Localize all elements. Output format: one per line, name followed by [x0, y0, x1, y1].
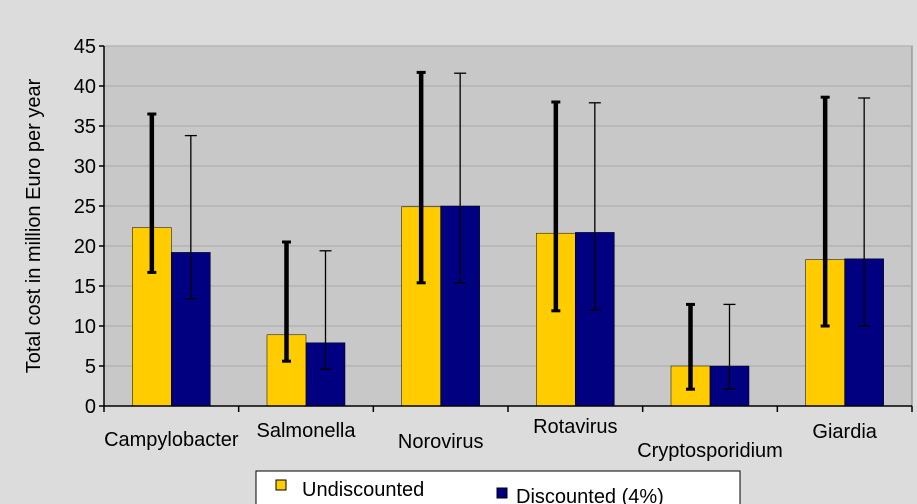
y-tick-label: 40	[74, 76, 96, 98]
error-bars	[147, 70, 871, 391]
x-category-label: Norovirus	[398, 431, 484, 453]
plot-area	[103, 45, 913, 407]
y-axis-label: Total cost in million Euro per year	[23, 78, 45, 373]
x-category-label: Giardia	[812, 421, 877, 443]
legend-label-undiscounted: Undiscounted	[302, 479, 424, 501]
y-tick-label: 45	[74, 36, 96, 58]
x-category-label: Campylobacter	[104, 429, 239, 451]
legend: Undiscounted Discounted (4%)	[255, 470, 741, 504]
y-tick-label: 25	[74, 196, 96, 218]
y-tick-label: 30	[74, 156, 96, 178]
y-tick-label: 5	[85, 356, 96, 378]
legend-label-discounted: Discounted (4%)	[516, 486, 664, 504]
y-tick-label: 15	[74, 276, 96, 298]
x-category-labels: Campylobacter Salmonella Norovirus Rotaviru…	[104, 416, 878, 462]
x-category-label: Cryptosporidium	[637, 440, 783, 462]
axes	[99, 45, 913, 412]
gridlines	[104, 45, 912, 367]
y-tick-label: 0	[85, 396, 96, 418]
x-category-label: Rotavirus	[533, 416, 617, 438]
x-category-label: Salmonella	[257, 420, 357, 442]
y-tick-label: 20	[74, 236, 96, 258]
y-tick-label: 10	[74, 316, 96, 338]
y-tick-labels: 0 5 10 15 20 25 30 35 40 45	[74, 36, 96, 418]
legend-swatch-discounted	[496, 487, 508, 499]
legend-swatch-undiscounted	[275, 479, 287, 491]
y-tick-label: 35	[74, 116, 96, 138]
